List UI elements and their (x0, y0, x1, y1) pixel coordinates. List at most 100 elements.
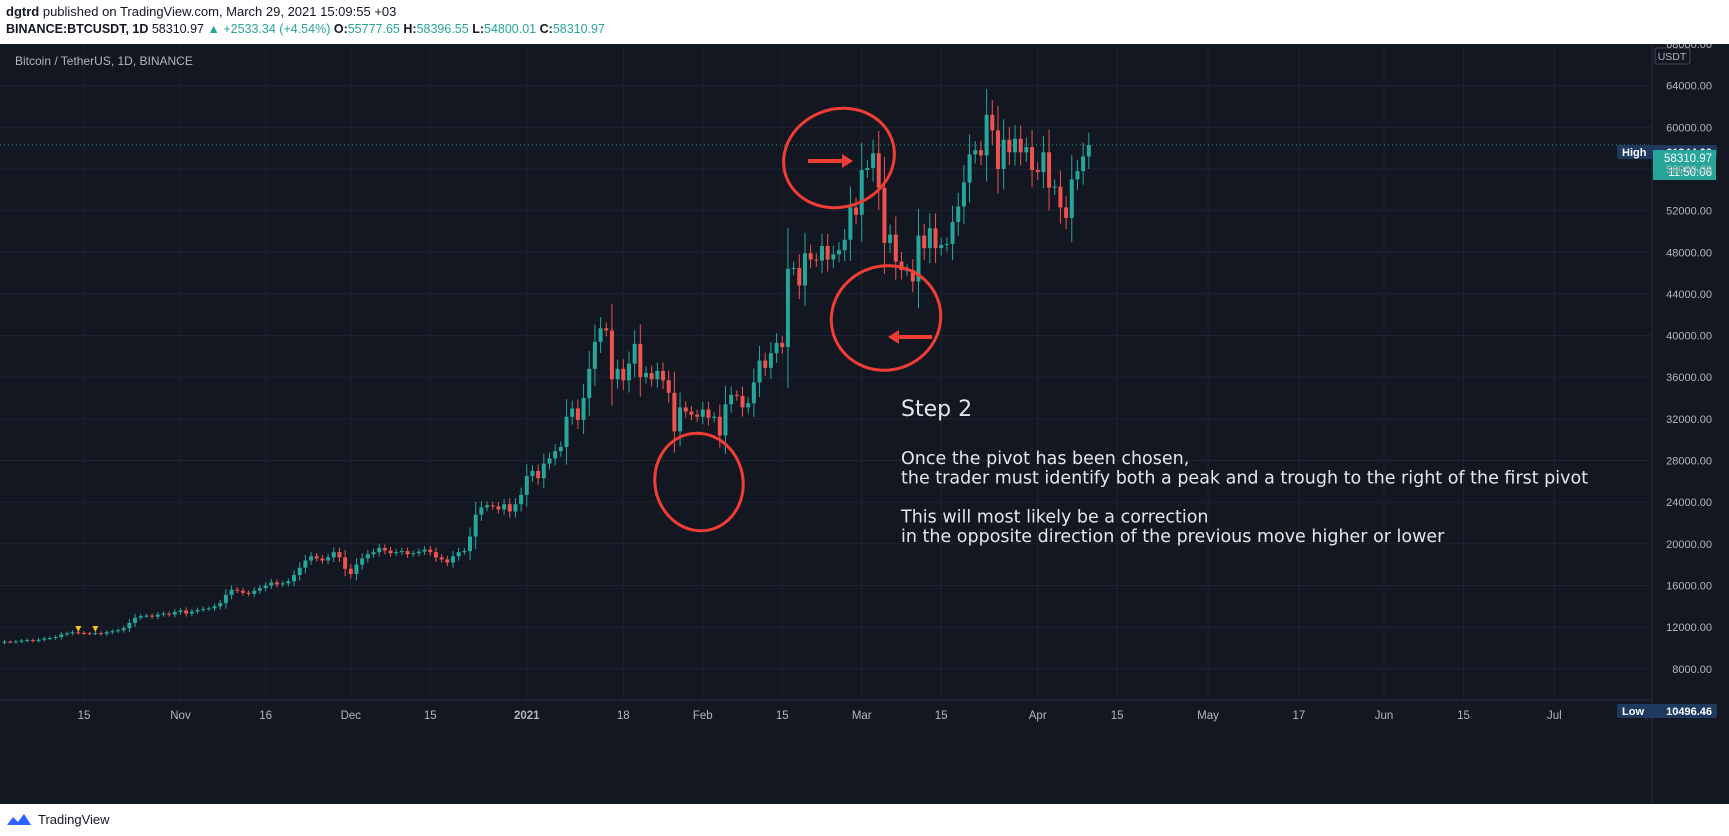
time-axis-label: Jul (1547, 710, 1562, 722)
candle-body (746, 403, 751, 408)
annotation-line: the trader must identify both a peak and… (901, 469, 1588, 489)
price-axis-label: 64000.00 (1666, 81, 1712, 93)
candle-body (530, 470, 535, 477)
symbol-label[interactable]: BINANCE:BTCUSDT, 1D (6, 22, 149, 36)
last-price: 58310.97 (151, 22, 204, 36)
candlestick-chart[interactable]: Bitcoin / TetherUS, 1D, BINANCE Step 2 O… (0, 44, 1729, 804)
candle-body (700, 409, 705, 417)
candle-body (933, 228, 938, 249)
brand-name: TradingView (38, 811, 110, 827)
candle-body (377, 547, 382, 553)
footer: TradingView (0, 804, 1729, 836)
time-axis-label: 18 (617, 710, 630, 722)
candle-body (337, 552, 342, 558)
ohlc-summary: BINANCE:BTCUSDT, 1D 58310.97 ▲ +2533.34 … (6, 22, 605, 36)
time-axis-label: Apr (1029, 710, 1047, 722)
candle-body (570, 408, 575, 417)
candle-body (837, 250, 842, 255)
candles-layer (0, 88, 1652, 645)
candle-body (286, 581, 291, 584)
candle-body (507, 504, 512, 512)
pivot-circle (653, 431, 745, 533)
candle-body (502, 504, 507, 510)
tradingview-brand[interactable]: TradingView (6, 811, 110, 827)
candle-body (547, 458, 552, 464)
candle-body (382, 547, 387, 551)
candle-body (581, 398, 586, 420)
time-axis-label: 15 (1111, 710, 1124, 722)
peak-arrow-head (842, 154, 853, 168)
candle-body (808, 253, 813, 260)
time-axis-label: 2021 (514, 710, 540, 722)
candle-body (138, 616, 143, 618)
price-axis-label: 56000.00 (1666, 164, 1712, 176)
candle-body (729, 394, 734, 405)
candle-body (422, 549, 427, 552)
candle-body (1075, 171, 1080, 180)
candle-body (984, 114, 989, 156)
candle-body (445, 559, 450, 563)
candle-body (1030, 147, 1035, 170)
candle-body (842, 239, 847, 251)
candle-body (973, 150, 978, 155)
chart-legend: Bitcoin / TetherUS, 1D, BINANCE (15, 54, 193, 68)
candle-body (354, 564, 359, 575)
candle-body (240, 590, 245, 593)
chart-area[interactable]: Bitcoin / TetherUS, 1D, BINANCE Step 2 O… (0, 44, 1729, 804)
candle-body (1086, 145, 1091, 157)
candle-body (218, 603, 223, 607)
price-axis-label: 40000.00 (1666, 331, 1712, 343)
candle-body (706, 409, 711, 418)
trough-arrow-head (888, 330, 899, 344)
price-axis-label: 48000.00 (1666, 247, 1712, 259)
candle-body (59, 634, 64, 638)
candle-body (592, 341, 597, 369)
candle-body (695, 414, 700, 417)
candle-body (927, 228, 932, 249)
candle-body (411, 553, 416, 555)
candle-body (712, 416, 717, 418)
candle-body (473, 514, 478, 537)
candle-body (854, 207, 859, 215)
candle-body (978, 150, 983, 156)
candle-body (212, 606, 217, 609)
candle-body (1081, 156, 1086, 172)
candle-body (439, 557, 444, 560)
signal-marker-icon (75, 626, 82, 632)
candle-body (252, 590, 257, 594)
candle-body (87, 633, 92, 635)
time-axis-label: Feb (693, 710, 713, 722)
annotation-layer: Bitcoin / TetherUS, 1D, BINANCE Step 2 O… (0, 44, 1717, 804)
price-axis-label: 16000.00 (1666, 580, 1712, 592)
candle-body (371, 552, 376, 555)
trough-circle (829, 264, 943, 372)
countdown-timer: 11:50:06 (1668, 167, 1712, 179)
price-axis-label: 24000.00 (1666, 497, 1712, 509)
chart-header: dgtrd published on TradingView.com, Marc… (0, 0, 1729, 44)
candle-body (70, 632, 75, 634)
candle-body (399, 551, 404, 553)
candle-body (536, 470, 541, 479)
candle-body (910, 269, 915, 282)
candle-body (626, 363, 631, 381)
candle-body (990, 114, 995, 131)
candle-body (326, 557, 331, 561)
candle-body (485, 505, 490, 508)
candle-body (825, 246, 830, 260)
candle-body (235, 589, 240, 591)
last-price-tag-value: 58310.97 (1664, 153, 1712, 165)
price-axis-label: 20000.00 (1666, 539, 1712, 551)
candle-body (831, 254, 836, 260)
candle-body (263, 585, 268, 589)
candle-body (116, 630, 121, 632)
candle-body (956, 206, 961, 223)
currency-badge[interactable] (1654, 47, 1691, 65)
candle-body (893, 234, 898, 262)
high-label: H: (403, 22, 417, 36)
candle-body (995, 130, 1000, 169)
candle-body (76, 632, 81, 634)
candle-body (848, 207, 853, 240)
candle-body (950, 222, 955, 244)
author-name[interactable]: dgtrd (6, 4, 40, 19)
candle-body (587, 368, 592, 399)
